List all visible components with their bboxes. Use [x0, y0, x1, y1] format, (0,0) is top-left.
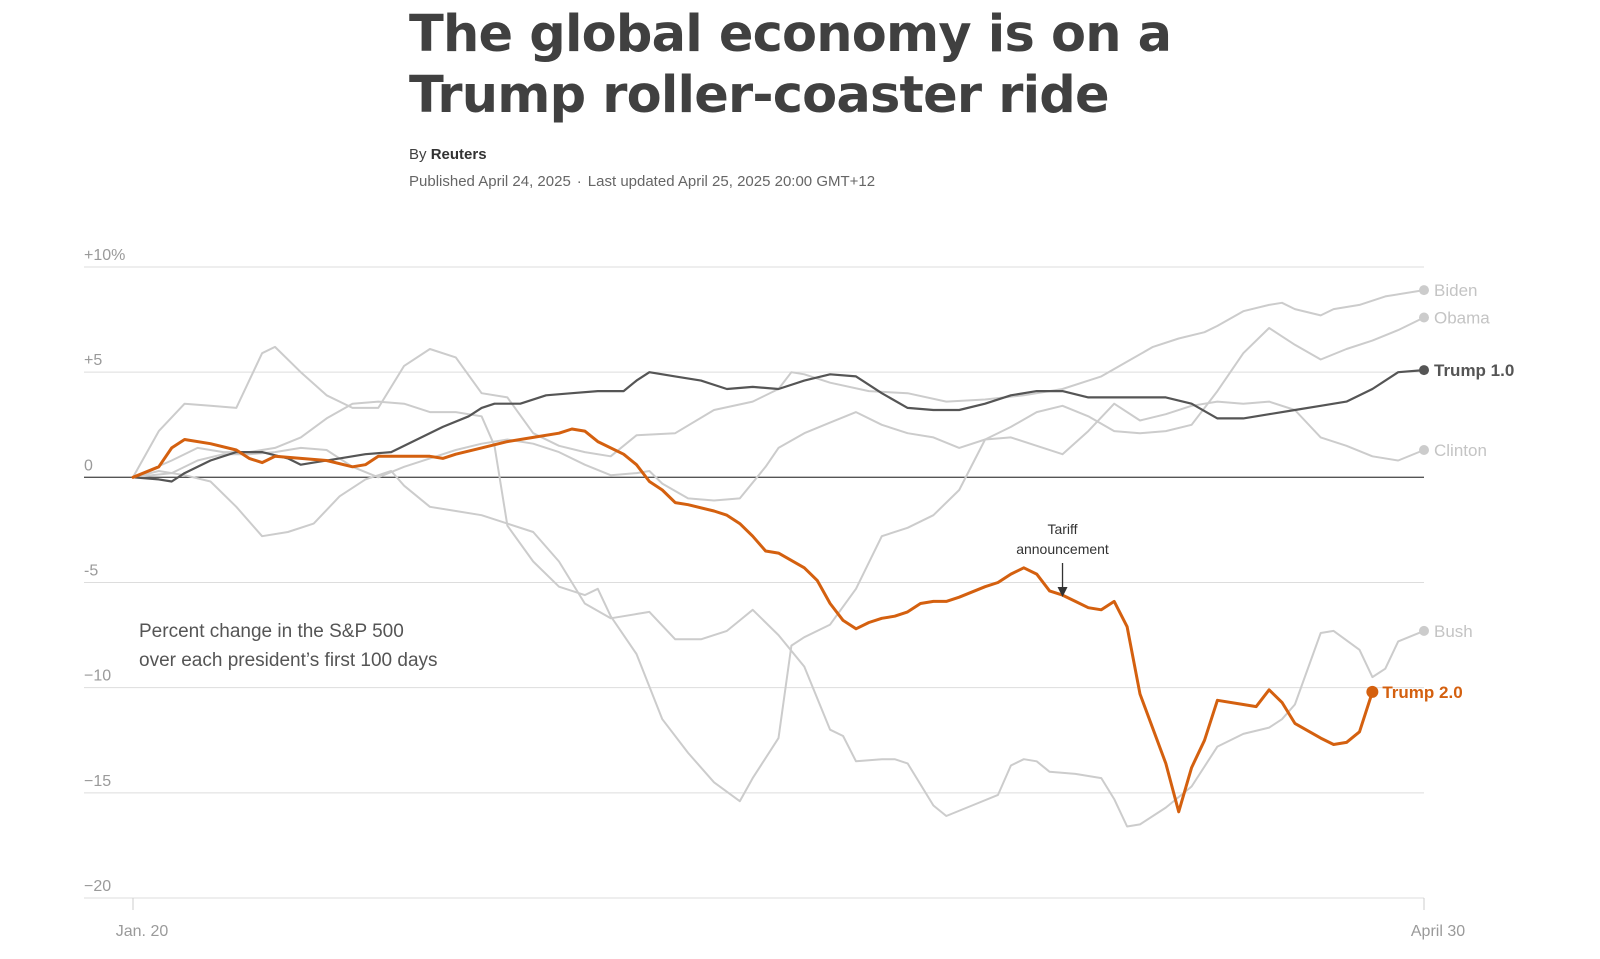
series-labels: Biden Obama Clinton Bush Trump 1.0 Trump 2.0	[1366, 281, 1514, 702]
date-separator: ·	[576, 173, 582, 190]
x-tick-label-end: April 30	[1411, 923, 1465, 940]
series-label-obama: Obama	[1434, 308, 1490, 327]
headline-line-2: Trump roller-coaster ride	[409, 66, 1110, 125]
x-tick-label-start: Jan. 20	[116, 923, 169, 940]
byline-prefix: By	[409, 146, 427, 163]
series-label-biden: Biden	[1434, 281, 1477, 300]
axes: +10% +5 0 -5 −10 −15 −20 Jan. 20 April 30	[84, 247, 1465, 940]
chart-note-line-1: Percent change in the S&P 500	[139, 621, 404, 642]
series-label-trump-1-0: Trump 1.0	[1434, 361, 1514, 380]
headline-line-1: The global economy is on a	[409, 5, 1172, 64]
annotation-line-1: Tariff	[1047, 521, 1077, 537]
y-tick-label: 0	[84, 457, 93, 474]
y-tick-label: −15	[84, 773, 111, 790]
headline: The global economy is on a Trump roller-…	[409, 0, 1409, 126]
y-tick-label: +10%	[84, 247, 125, 264]
series-label-bush: Bush	[1434, 622, 1473, 641]
endpoint-dot-bush	[1419, 625, 1429, 636]
endpoint-dot-biden	[1419, 285, 1429, 296]
annotation-arrow-head	[1057, 587, 1068, 597]
series-label-clinton: Clinton	[1434, 441, 1487, 460]
y-tick-label: −20	[84, 878, 111, 895]
endpoint-dot-trump-2-0	[1366, 685, 1379, 698]
series-line-obama	[132, 316, 1425, 803]
published-date: Published April 24, 2025	[409, 173, 571, 190]
endpoint-dot-clinton	[1419, 444, 1429, 455]
series-line-trump-1-0	[131, 369, 1426, 483]
updated-date: Last updated April 25, 2025 20:00 GMT+12	[587, 173, 876, 190]
annotation-line-2: announcement	[1016, 541, 1109, 557]
series-label-trump-2-0: Trump 2.0	[1382, 683, 1462, 702]
tariff-annotation: Tariff announcement	[1016, 521, 1109, 597]
series-line-bush	[132, 470, 1425, 828]
gridlines	[84, 266, 1424, 899]
byline-author-link[interactable]: Reuters	[430, 146, 487, 163]
y-tick-label: −10	[84, 668, 111, 685]
endpoint-dot-trump-1-0	[1419, 365, 1429, 376]
series-line-clinton	[132, 400, 1425, 502]
y-tick-label: -5	[84, 563, 98, 580]
chart-note-line-2: over each president’s first 100 days	[139, 650, 438, 671]
y-tick-label: +5	[84, 352, 102, 369]
article-header: The global economy is on a Trump roller-…	[409, 0, 1409, 190]
series-line-trump-2-0	[131, 427, 1374, 814]
series-lines	[131, 289, 1426, 828]
endpoint-dot-obama	[1419, 312, 1429, 323]
byline: By Reuters	[409, 146, 487, 163]
dateline: Published April 24, 2025 · Last updated Ap…	[409, 173, 875, 190]
